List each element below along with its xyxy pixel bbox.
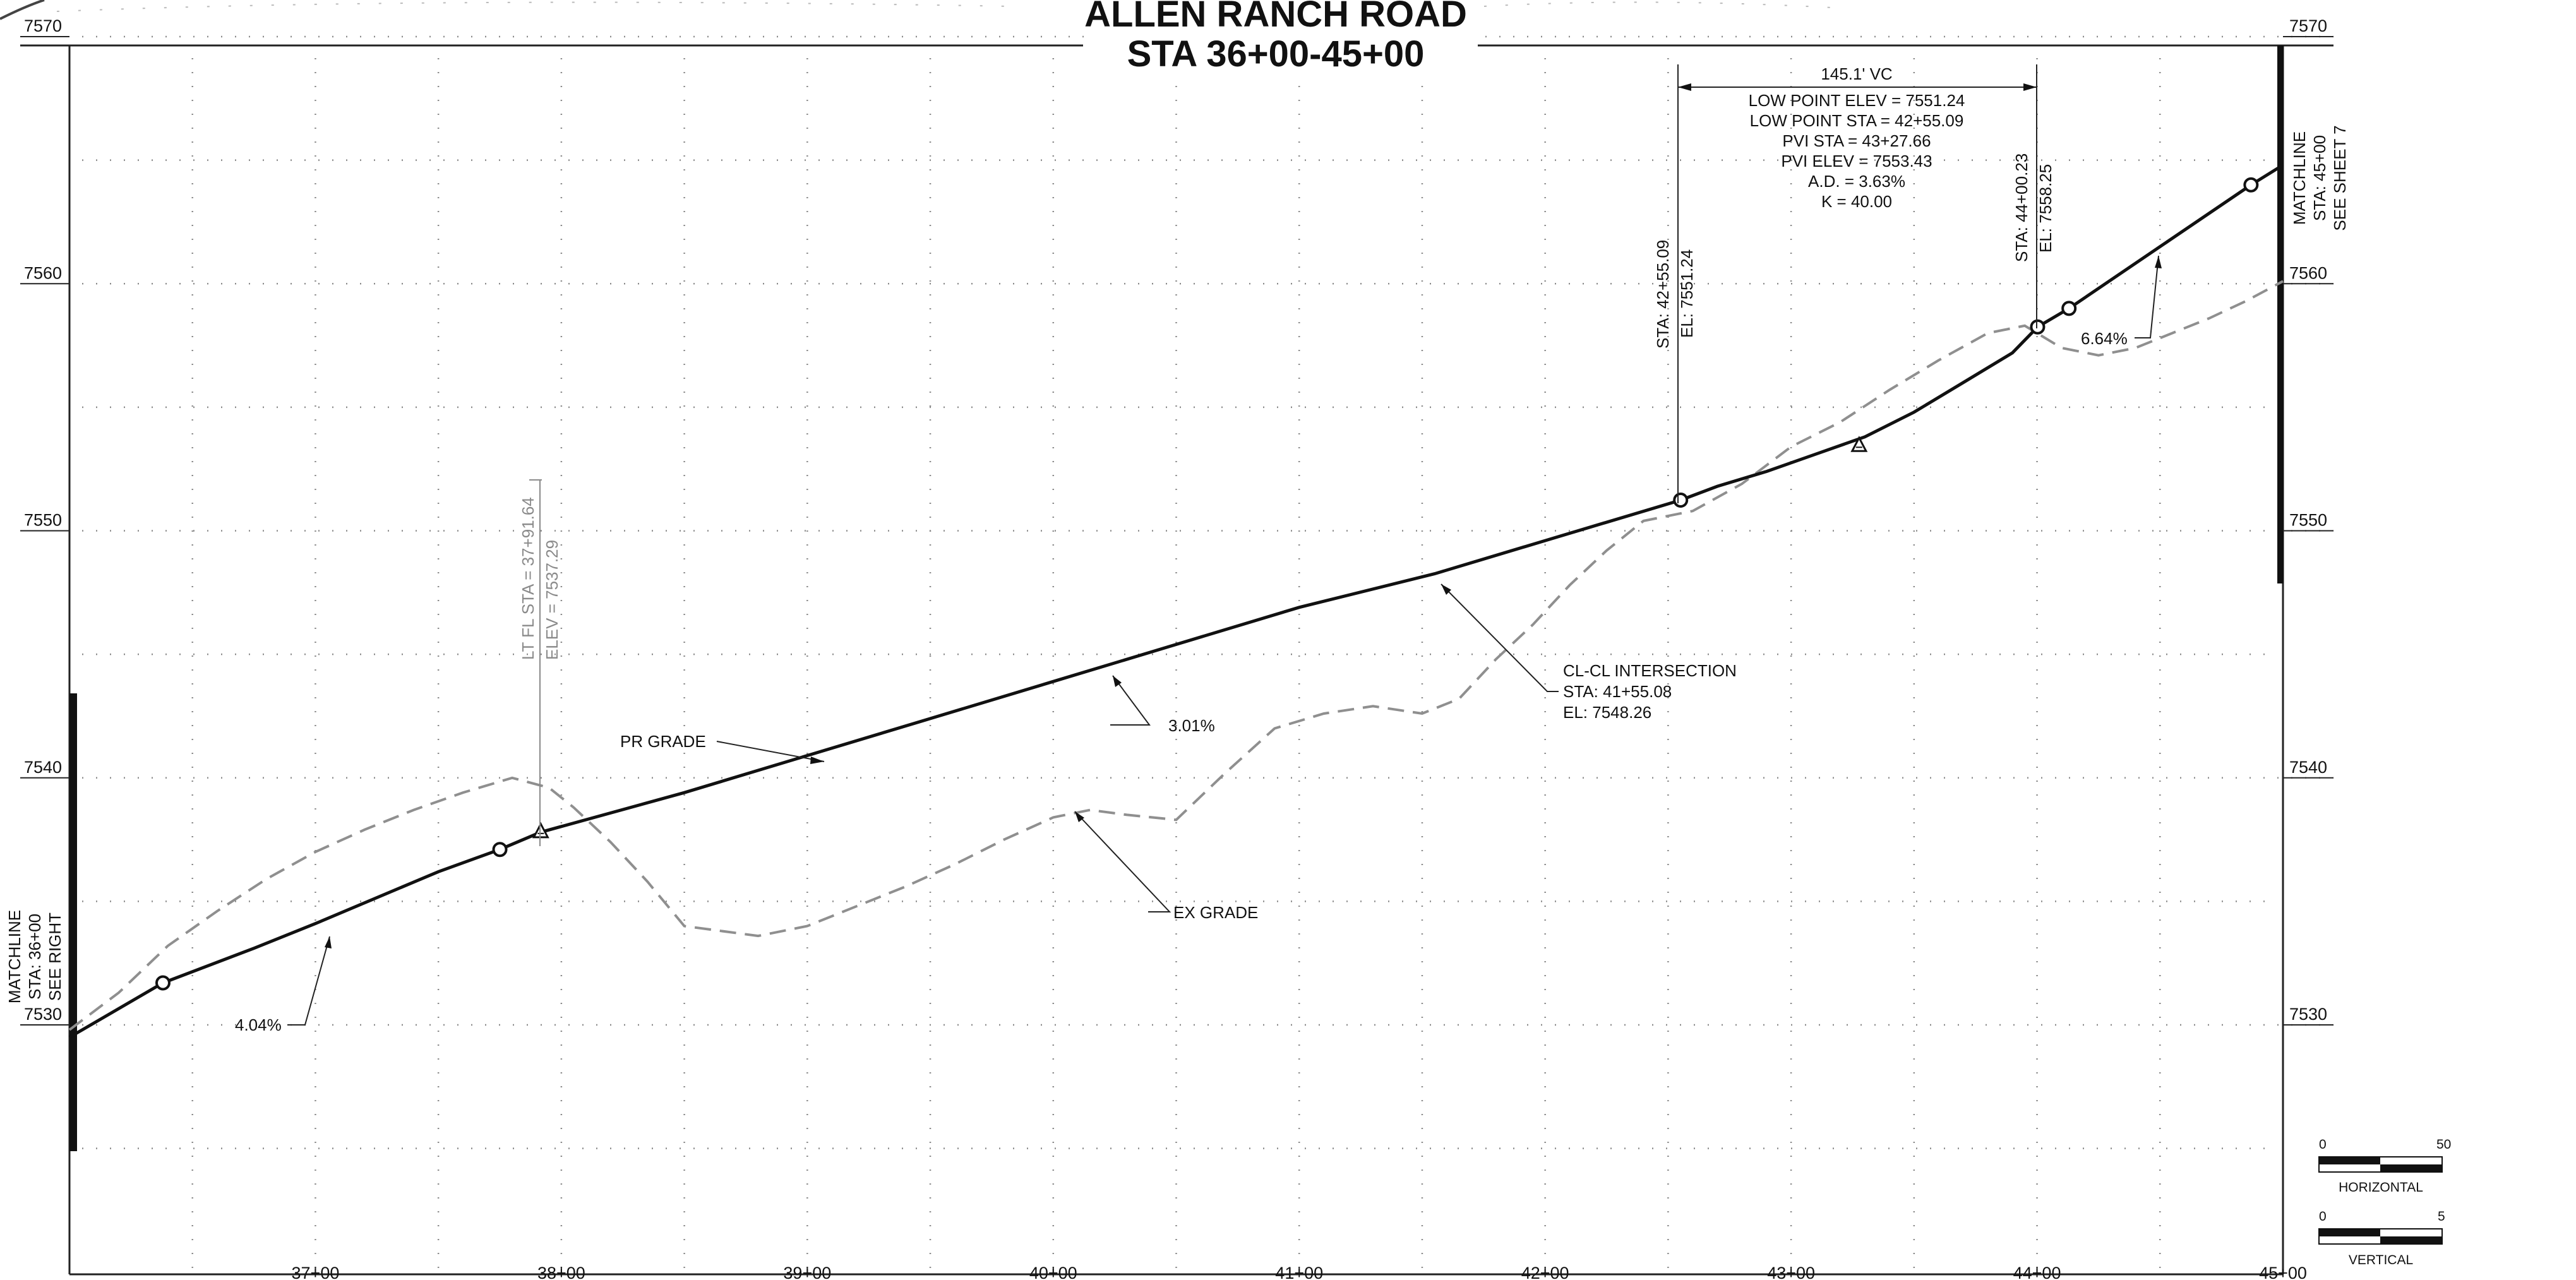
- grade-point-marker: [1673, 492, 1689, 508]
- hscale-left: 0: [2319, 1137, 2327, 1152]
- y-axis-labels-right: 7570 7560 7550 7540 7530: [2283, 16, 2333, 1026]
- x-tick-label: 41+00: [1275, 1264, 1323, 1280]
- x-tick-label: 42+00: [1521, 1264, 1569, 1280]
- x-tick-label: 38+00: [537, 1264, 585, 1280]
- matchline-left-line: MATCHLINE: [5, 910, 24, 1003]
- grade-point-marker: [155, 975, 171, 991]
- y-tick-label: 7540: [2289, 758, 2327, 777]
- vc-length-label: 145.1' VC: [1821, 64, 1892, 83]
- y-axis-labels-left: 7570 7560 7550 7540 7530: [20, 16, 69, 1026]
- title-block: ALLEN RANCH ROAD STA 36+00-45+00: [1084, 0, 1477, 83]
- vscale-left: 0: [2319, 1209, 2327, 1224]
- clcl-elev: EL: 7548.26: [1563, 703, 1651, 722]
- y-tick-label: 7570: [24, 16, 62, 35]
- top-edge-artefact: [0, 0, 1832, 20]
- title-line1: ALLEN RANCH ROAD: [1084, 0, 1467, 35]
- vc-start-elev: EL: 7551.24: [1677, 249, 1696, 338]
- x-tick-label: 45+00: [2259, 1264, 2307, 1280]
- pr-grade-label: PR GRADE: [620, 732, 706, 751]
- lt-fl-elev: ELEV = 7537.29: [542, 540, 561, 660]
- hscale-label: HORIZONTAL: [2339, 1180, 2423, 1195]
- matchline-right-line: MATCHLINE: [2290, 131, 2309, 225]
- vc-info-line: LOW POINT ELEV = 7551.24: [1749, 91, 1965, 110]
- lt-fl-callout: LT FL STA = 37+91.64 ELEV = 7537.29: [518, 479, 561, 846]
- horizontal-scale: 0 50 HORIZONTAL: [2318, 1137, 2451, 1195]
- grade-points: [155, 177, 2259, 991]
- clcl-station: STA: 41+55.08: [1563, 682, 1672, 701]
- vc-start-station: STA: 42+55.09: [1653, 240, 1672, 349]
- y-tick-label: 7570: [2289, 16, 2327, 35]
- x-tick-label: 44+00: [2013, 1264, 2061, 1280]
- lt-fl-station: LT FL STA = 37+91.64: [518, 497, 537, 660]
- matchline-right-line: STA: 45+00: [2310, 135, 2329, 221]
- matchline-bar-left: [69, 693, 77, 1151]
- grade-point-marker: [2061, 301, 2077, 316]
- y-tick-label: 7560: [2289, 263, 2327, 282]
- grade-right-label: 6.64%: [2081, 329, 2128, 348]
- grade-point-marker: [492, 842, 508, 858]
- y-tick-label: 7560: [24, 263, 62, 282]
- vc-info-line: PVI STA = 43+27.66: [1782, 131, 1931, 150]
- triangle-marker: [1850, 436, 1868, 452]
- matchline-bar-right: [2277, 45, 2284, 583]
- y-tick-label: 7540: [24, 758, 62, 777]
- x-tick-label: 40+00: [1029, 1264, 1077, 1280]
- grade-point-marker: [2243, 177, 2259, 193]
- annotation-leaders: [287, 255, 2162, 1026]
- vscale-label: VERTICAL: [2349, 1253, 2413, 1267]
- x-tick-label: 39+00: [783, 1264, 831, 1280]
- matchline-right-label: MATCHLINE STA: 45+00 SEE SHEET 7: [2290, 125, 2349, 230]
- vc-end-station: STA: 44+00.23: [2012, 153, 2031, 262]
- x-tick-label: 37+00: [292, 1264, 340, 1280]
- matchline-left-line: SEE RIGHT: [45, 912, 64, 1001]
- vc-end-elev: EL: 7558.25: [2036, 164, 2055, 253]
- vc-info-line: K = 40.00: [1821, 192, 1892, 211]
- triangle-marker: [532, 822, 549, 839]
- vscale-right: 5: [2438, 1209, 2445, 1224]
- grade-point-marker: [2030, 319, 2046, 335]
- y-tick-label: 7530: [2289, 1005, 2327, 1024]
- hscale-right: 50: [2436, 1137, 2451, 1152]
- matchline-left-label: MATCHLINE STA: 36+00 SEE RIGHT: [5, 910, 64, 1003]
- pr-grade-line: [68, 164, 2284, 1039]
- matchline-left-line: STA: 36+00: [25, 914, 44, 1000]
- vc-info-line: A.D. = 3.63%: [1808, 172, 1905, 191]
- vc-info-line: LOW POINT STA = 42+55.09: [1750, 111, 1964, 130]
- y-tick-label: 7550: [24, 511, 62, 530]
- vertical-curve-callout: 145.1' VC LOW POINT ELEV = 7551.24 LOW P…: [1653, 64, 2055, 503]
- profile-frame: [20, 44, 2333, 1276]
- grade-mid-label: 3.01%: [1168, 716, 1215, 735]
- title-line2: STA 36+00-45+00: [1127, 33, 1425, 75]
- matchline-right-line: SEE SHEET 7: [2330, 125, 2349, 230]
- y-tick-label: 7530: [24, 1005, 62, 1024]
- ex-grade-label: EX GRADE: [1173, 903, 1258, 922]
- clcl-label: CL-CL INTERSECTION: [1563, 661, 1737, 680]
- vc-info-line: PVI ELEV = 7553.43: [1781, 152, 1932, 170]
- grid: [82, 35, 2333, 1268]
- vertical-scale: 0 5 VERTICAL: [2318, 1209, 2445, 1267]
- grade-left-label: 4.04%: [235, 1015, 282, 1034]
- x-tick-label: 43+00: [1767, 1264, 1815, 1280]
- ex-grade-line: [68, 280, 2284, 1031]
- y-tick-label: 7550: [2289, 511, 2327, 530]
- x-axis-labels: 37+00 38+00 39+00 40+00 41+00 42+00 43+00 44+00…: [292, 1264, 2307, 1280]
